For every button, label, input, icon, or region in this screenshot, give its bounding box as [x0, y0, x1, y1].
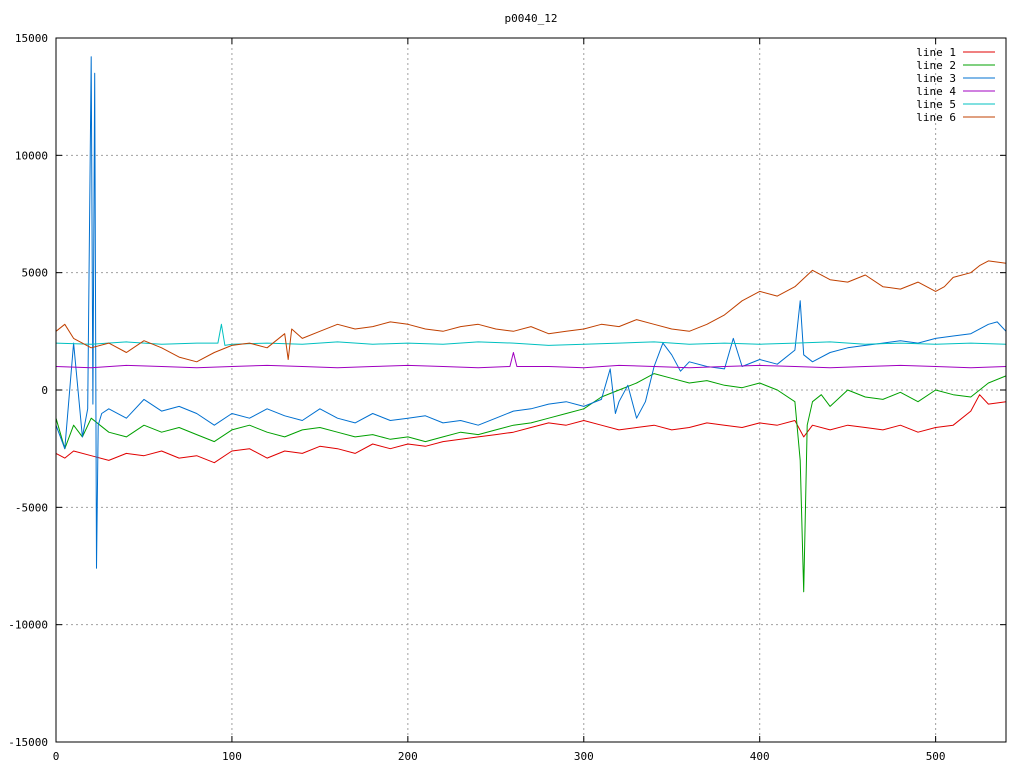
chart-title: p0040_12: [505, 12, 558, 25]
x-tick-label: 100: [222, 750, 242, 763]
x-tick-label: 200: [398, 750, 418, 763]
y-tick-label: 10000: [15, 149, 48, 162]
series-line-2: [55, 373, 1007, 593]
series-lines: [55, 56, 1007, 593]
axis-ticks: 0 100 200 300 400 500 -15000 -10000 -5000 0 5000 10…: [8, 32, 1006, 763]
series-line-4: [55, 352, 1007, 369]
legend-label: line 2: [916, 59, 956, 72]
legend-label: line 4: [916, 85, 956, 98]
series-line-3: [55, 56, 1007, 569]
x-tick-label: 300: [574, 750, 594, 763]
y-tick-label: 0: [41, 384, 48, 397]
series-line-5: [55, 323, 1007, 346]
series-line-1: [55, 394, 1007, 464]
series-line-6: [55, 260, 1007, 363]
x-tick-label: 500: [926, 750, 946, 763]
y-tick-label: -10000: [8, 619, 48, 632]
x-tick-label: 0: [53, 750, 60, 763]
legend-label: line 1: [916, 46, 956, 59]
y-tick-label: -5000: [15, 501, 48, 514]
y-tick-label: -15000: [8, 736, 48, 749]
legend-label: line 3: [916, 72, 956, 85]
y-tick-label: 5000: [22, 267, 49, 280]
x-tick-label: 400: [750, 750, 770, 763]
legend-label: line 5: [916, 98, 956, 111]
y-tick-label: 15000: [15, 32, 48, 45]
legend-label: line 6: [916, 111, 956, 124]
